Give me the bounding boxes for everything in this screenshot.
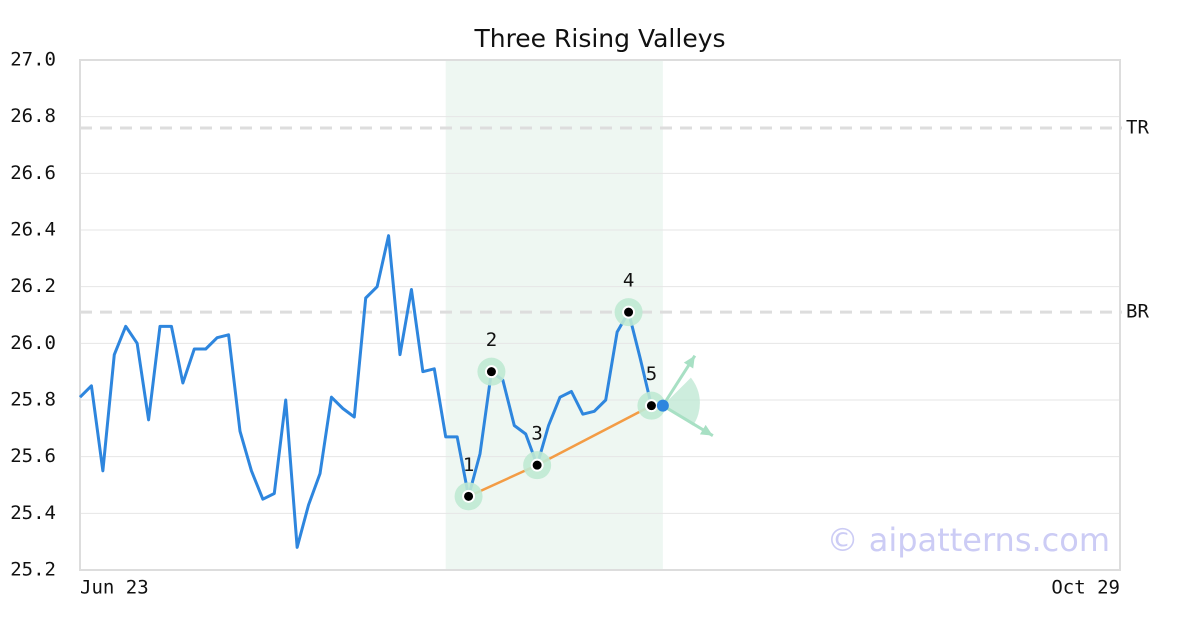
y-tick-label: 25.8 [10,389,56,411]
pattern-point [530,458,544,472]
price-line [78,234,653,549]
y-tick-label: 26.2 [10,275,56,297]
pattern-label: 4 [623,270,634,292]
y-tick-label: 25.6 [10,445,56,467]
pattern-point [484,365,498,379]
level-label: BR [1126,301,1149,323]
x-tick-label: Oct 29 [1051,577,1120,599]
arrow-head [699,424,713,436]
pattern-point [622,305,636,319]
pattern-point [644,399,658,413]
pattern-label: 5 [646,363,657,385]
pattern-label: 2 [486,329,497,351]
x-tick-label: Jun 23 [80,577,149,599]
y-tick-label: 26.6 [10,162,56,184]
arrow-head [683,355,695,369]
y-tick-label: 25.2 [10,559,56,581]
projection-fan [662,377,700,426]
chart-title: Three Rising Valleys [473,24,725,53]
pattern-label: 3 [531,423,542,445]
plot-frame [79,59,1121,571]
level-label: TR [1126,117,1149,139]
watermark: © aipatterns.com [827,521,1110,559]
pattern-label: 1 [463,454,474,476]
projection-point [656,399,669,412]
y-tick-label: 26.4 [10,219,56,241]
y-tick-label: 26.0 [10,332,56,354]
y-tick-label: 25.4 [10,502,56,524]
y-tick-label: 27.0 [10,49,56,71]
pattern-point [462,489,476,503]
y-tick-label: 26.8 [10,105,56,127]
